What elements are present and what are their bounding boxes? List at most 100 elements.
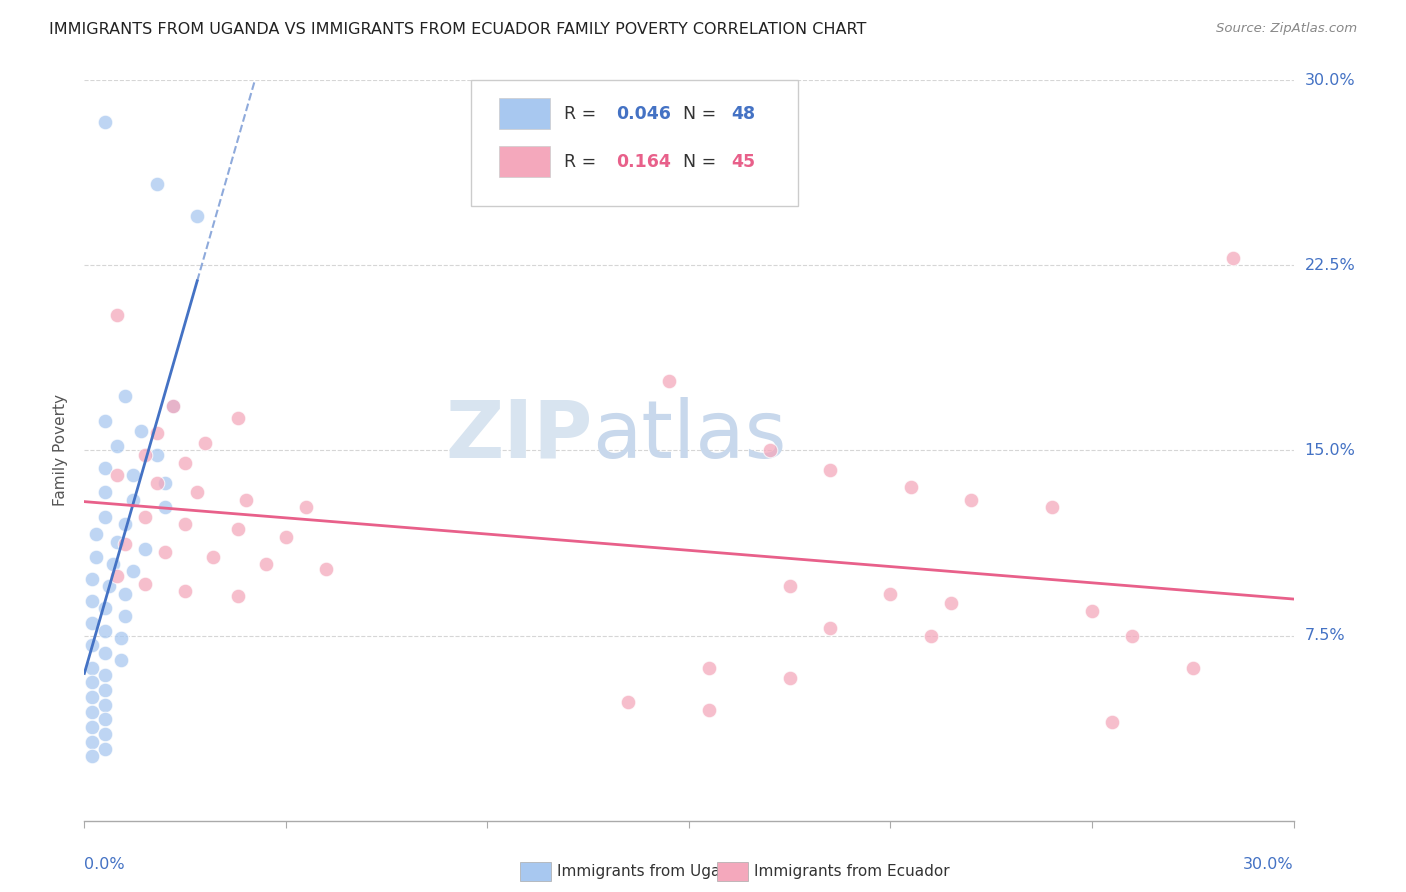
- Point: [114, 608, 136, 623]
- Point: [162, 399, 184, 413]
- Point: [129, 424, 152, 438]
- Point: [174, 517, 197, 532]
- Point: [114, 537, 136, 551]
- Text: 7.5%: 7.5%: [1305, 628, 1346, 643]
- Text: atlas: atlas: [592, 397, 786, 475]
- Point: [121, 565, 143, 579]
- Point: [93, 414, 115, 428]
- Point: [235, 492, 257, 507]
- Text: N =: N =: [683, 153, 721, 170]
- Point: [162, 399, 184, 413]
- Point: [1040, 500, 1063, 515]
- Point: [1081, 604, 1104, 618]
- Point: [105, 468, 128, 483]
- Point: [295, 500, 318, 515]
- Point: [146, 426, 169, 441]
- Point: [93, 115, 115, 129]
- Point: [194, 436, 217, 450]
- Point: [153, 544, 176, 558]
- Point: [105, 534, 128, 549]
- Point: [110, 631, 132, 645]
- Point: [86, 527, 108, 541]
- Point: [82, 690, 104, 705]
- Point: [82, 720, 104, 734]
- Text: 48: 48: [731, 104, 755, 122]
- Point: [101, 557, 124, 571]
- Point: [315, 562, 337, 576]
- Point: [82, 675, 104, 690]
- Point: [226, 411, 249, 425]
- Text: 0.0%: 0.0%: [84, 856, 125, 871]
- Point: [146, 177, 169, 191]
- Point: [186, 209, 208, 223]
- Point: [134, 576, 156, 591]
- Point: [114, 586, 136, 600]
- Point: [105, 438, 128, 452]
- Point: [1101, 714, 1123, 729]
- FancyBboxPatch shape: [499, 98, 550, 129]
- Point: [186, 485, 208, 500]
- Point: [153, 475, 176, 490]
- Point: [93, 485, 115, 500]
- Point: [146, 449, 169, 463]
- Y-axis label: Family Poverty: Family Poverty: [53, 394, 69, 507]
- Point: [93, 646, 115, 660]
- Point: [134, 542, 156, 557]
- Point: [1121, 628, 1143, 642]
- Text: N =: N =: [683, 104, 721, 122]
- Point: [93, 510, 115, 524]
- Point: [697, 703, 720, 717]
- FancyBboxPatch shape: [499, 146, 550, 178]
- Text: Immigrants from Uganda: Immigrants from Uganda: [557, 864, 749, 879]
- Point: [960, 492, 983, 507]
- Text: 0.046: 0.046: [616, 104, 671, 122]
- Point: [920, 628, 942, 642]
- Text: IMMIGRANTS FROM UGANDA VS IMMIGRANTS FROM ECUADOR FAMILY POVERTY CORRELATION CHA: IMMIGRANTS FROM UGANDA VS IMMIGRANTS FRO…: [49, 22, 866, 37]
- Point: [134, 449, 156, 463]
- Point: [758, 443, 780, 458]
- Point: [121, 468, 143, 483]
- Point: [82, 594, 104, 608]
- Text: Source: ZipAtlas.com: Source: ZipAtlas.com: [1216, 22, 1357, 36]
- Point: [82, 616, 104, 631]
- Point: [110, 653, 132, 667]
- Point: [82, 639, 104, 653]
- Point: [779, 671, 801, 685]
- Point: [97, 579, 120, 593]
- Point: [86, 549, 108, 564]
- Text: 45: 45: [731, 153, 755, 170]
- Point: [1222, 251, 1244, 265]
- Point: [121, 492, 143, 507]
- Point: [93, 727, 115, 741]
- Point: [93, 624, 115, 638]
- Text: R =: R =: [564, 104, 602, 122]
- Point: [202, 549, 225, 564]
- Point: [93, 668, 115, 682]
- Text: 30.0%: 30.0%: [1243, 856, 1294, 871]
- Point: [82, 572, 104, 586]
- Point: [658, 375, 681, 389]
- FancyBboxPatch shape: [471, 80, 797, 206]
- Point: [697, 660, 720, 674]
- Point: [82, 705, 104, 719]
- Point: [105, 569, 128, 583]
- Point: [779, 579, 801, 593]
- Point: [174, 456, 197, 470]
- Point: [82, 734, 104, 748]
- Point: [174, 584, 197, 599]
- Text: 30.0%: 30.0%: [1305, 73, 1355, 87]
- Point: [900, 480, 922, 494]
- Point: [153, 500, 176, 515]
- Point: [1181, 660, 1204, 674]
- Text: 15.0%: 15.0%: [1305, 443, 1355, 458]
- Point: [82, 749, 104, 764]
- Point: [93, 742, 115, 756]
- Text: 22.5%: 22.5%: [1305, 258, 1355, 273]
- Point: [274, 530, 297, 544]
- Point: [134, 510, 156, 524]
- Point: [105, 308, 128, 322]
- Text: R =: R =: [564, 153, 602, 170]
- Point: [818, 463, 841, 477]
- Point: [617, 695, 640, 709]
- Point: [114, 389, 136, 403]
